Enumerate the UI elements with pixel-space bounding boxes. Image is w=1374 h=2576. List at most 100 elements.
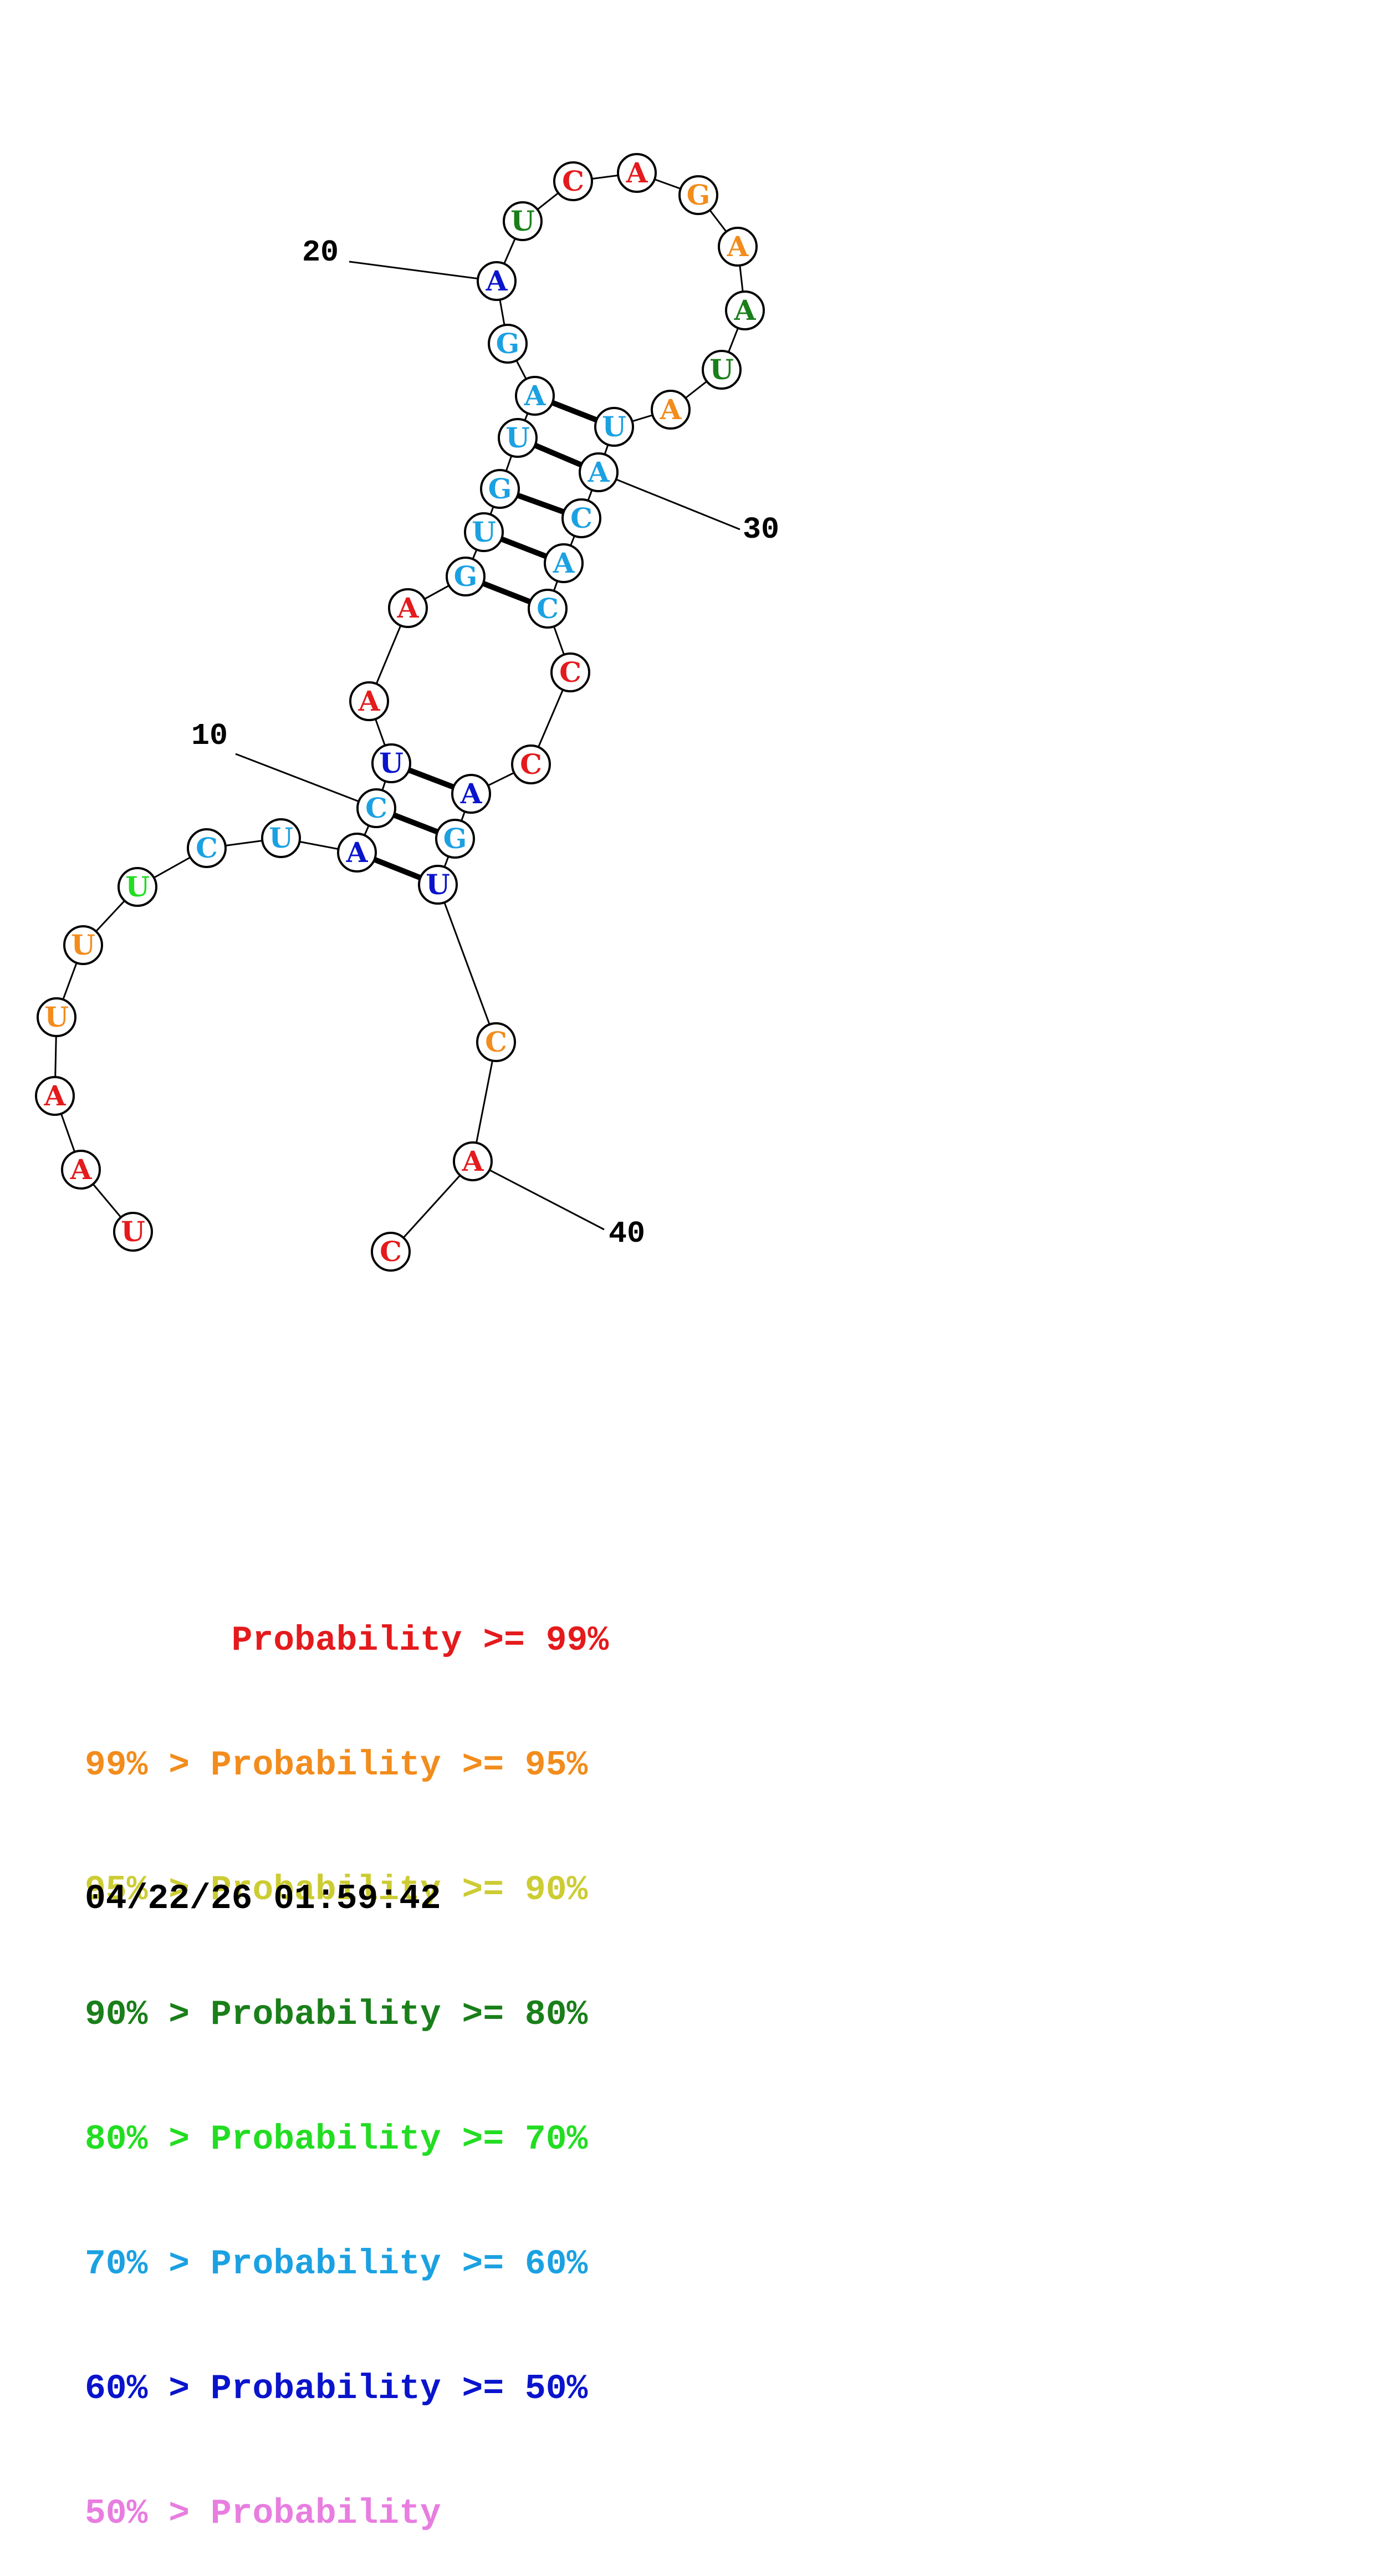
nucleotide-letter: A <box>626 156 648 189</box>
index-label-leader <box>472 1160 605 1231</box>
timestamp: 04/22/26 01:59:42 <box>85 1879 441 1919</box>
probability-legend: Probability >= 99% 99% > Probability >= … <box>85 1537 609 2576</box>
nucleotide-circle <box>550 652 590 692</box>
nucleotide-letter: C <box>559 656 581 688</box>
nucleotide-circle <box>261 818 301 858</box>
index-label-leader <box>598 471 740 530</box>
nucleotide-circle <box>118 867 157 907</box>
nucleotide-14: G <box>446 557 486 596</box>
nucleotide-33: C <box>528 589 568 629</box>
index-label-40: 40 <box>609 1216 645 1251</box>
nucleotide-circle <box>511 744 551 784</box>
nucleotide-31: C <box>561 498 601 538</box>
nucleotide-19: G <box>488 324 528 364</box>
nucleotide-letter: C <box>196 832 218 864</box>
nucleotide-34: C <box>550 652 590 692</box>
nucleotide-18: A <box>515 376 555 416</box>
nucleotide-circle <box>63 925 103 965</box>
nucleotide-circle <box>503 201 543 241</box>
backbone-link <box>437 884 497 1043</box>
nucleotide-letter: A <box>462 1145 484 1177</box>
nucleotide-16: G <box>480 469 520 509</box>
index-label-leader <box>235 753 377 809</box>
nucleotide-letter: U <box>379 747 403 779</box>
nucleotide-circle <box>388 588 428 628</box>
nucleotide-circle <box>464 512 504 552</box>
nucleotide-circle <box>35 1076 75 1116</box>
nucleotide-4: U <box>37 997 76 1037</box>
nucleotide-circle <box>349 681 389 721</box>
nucleotide-circle <box>451 774 491 814</box>
legend-line-p80: 90% > Probability >= 80% <box>85 1995 588 2034</box>
nucleotide-circle <box>544 543 584 583</box>
index-label-10: 10 <box>191 718 228 753</box>
nucleotide-letter: G <box>496 327 520 360</box>
nucleotide-12: A <box>349 681 389 721</box>
nucleotide-letter: A <box>358 685 381 717</box>
nucleotide-letter: U <box>269 822 293 854</box>
nucleotide-21: U <box>503 201 543 241</box>
nucleotide-24: G <box>678 175 718 215</box>
nucleotide-circle <box>515 376 555 416</box>
nucleotide-circle <box>561 498 601 538</box>
index-labels: 10 20 30 40 <box>191 235 779 1251</box>
nucleotide-letter: A <box>588 456 610 488</box>
nucleotide-8: U <box>261 818 301 858</box>
nucleotide-letter: G <box>454 560 478 593</box>
nucleotide-letter: C <box>520 748 542 781</box>
nucleotide-letter: A <box>397 591 420 624</box>
nucleotide-circle <box>477 261 517 301</box>
nucleotide-6: U <box>118 867 157 907</box>
nucleotide-39: C <box>476 1022 516 1062</box>
nucleotide-letter: A <box>460 777 483 810</box>
nucleotide-40: A <box>453 1141 493 1181</box>
nucleotide-letter: G <box>443 822 467 855</box>
nucleotide-circle <box>446 557 486 596</box>
nucleotide-15: U <box>464 512 504 552</box>
legend-line-p95: 99% > Probability >= 95% <box>85 1746 588 1785</box>
nucleotide-9: A <box>337 833 377 873</box>
nucleotide-letter: U <box>505 421 530 454</box>
nucleotide-circle <box>678 175 718 215</box>
nucleotide-letter: A <box>734 294 757 327</box>
nucleotide-circle <box>498 418 538 458</box>
nucleotide-letter: A <box>524 379 546 412</box>
nucleotide-20: A <box>477 261 517 301</box>
nucleotide-2: A <box>61 1150 101 1190</box>
backbone-link <box>472 1042 497 1162</box>
legend-line-below-50: 50% > Probability <box>85 2494 441 2533</box>
nucleotide-letter: C <box>485 1026 507 1058</box>
nucleotide-41: C <box>371 1232 411 1272</box>
nucleotide-23: A <box>617 153 657 193</box>
nucleotide-17: U <box>498 418 538 458</box>
nucleotide-5: U <box>63 925 103 965</box>
nucleotide-letter: C <box>380 1235 402 1268</box>
legend-line-p70: 80% > Probability >= 70% <box>85 2120 588 2159</box>
nucleotide-circle <box>476 1022 516 1062</box>
legend-line-p60: 70% > Probability >= 60% <box>85 2245 588 2284</box>
nucleotide-7: C <box>187 828 227 868</box>
nucleotide-circle <box>371 743 411 783</box>
nucleotide-letter: U <box>121 1215 145 1248</box>
nucleotide-37: G <box>435 819 475 859</box>
nucleotide-letter: U <box>472 516 496 548</box>
nucleotide-circle <box>488 324 528 364</box>
nucleotide-1: U <box>113 1212 153 1252</box>
backbone-lines <box>54 172 746 1253</box>
nucleotide-circle <box>718 227 758 267</box>
legend-line-p90: 95% > Probability >= 90% <box>85 1870 588 1910</box>
index-label-20: 20 <box>302 235 339 270</box>
nucleotide-letter: A <box>660 393 682 426</box>
nucleotide-letter: U <box>125 870 150 903</box>
nucleotide-letter: A <box>553 547 575 579</box>
nucleotide-25: A <box>718 227 758 267</box>
nucleotide-circle <box>651 390 691 430</box>
nucleotide-29: U <box>594 407 634 447</box>
nucleotide-32: A <box>544 543 584 583</box>
nucleotide-circle <box>617 153 657 193</box>
index-label-30: 30 <box>743 512 779 547</box>
nucleotide-letter: G <box>687 178 711 211</box>
nucleotide-letter: U <box>71 929 95 961</box>
nucleotide-letter: A <box>70 1153 93 1186</box>
